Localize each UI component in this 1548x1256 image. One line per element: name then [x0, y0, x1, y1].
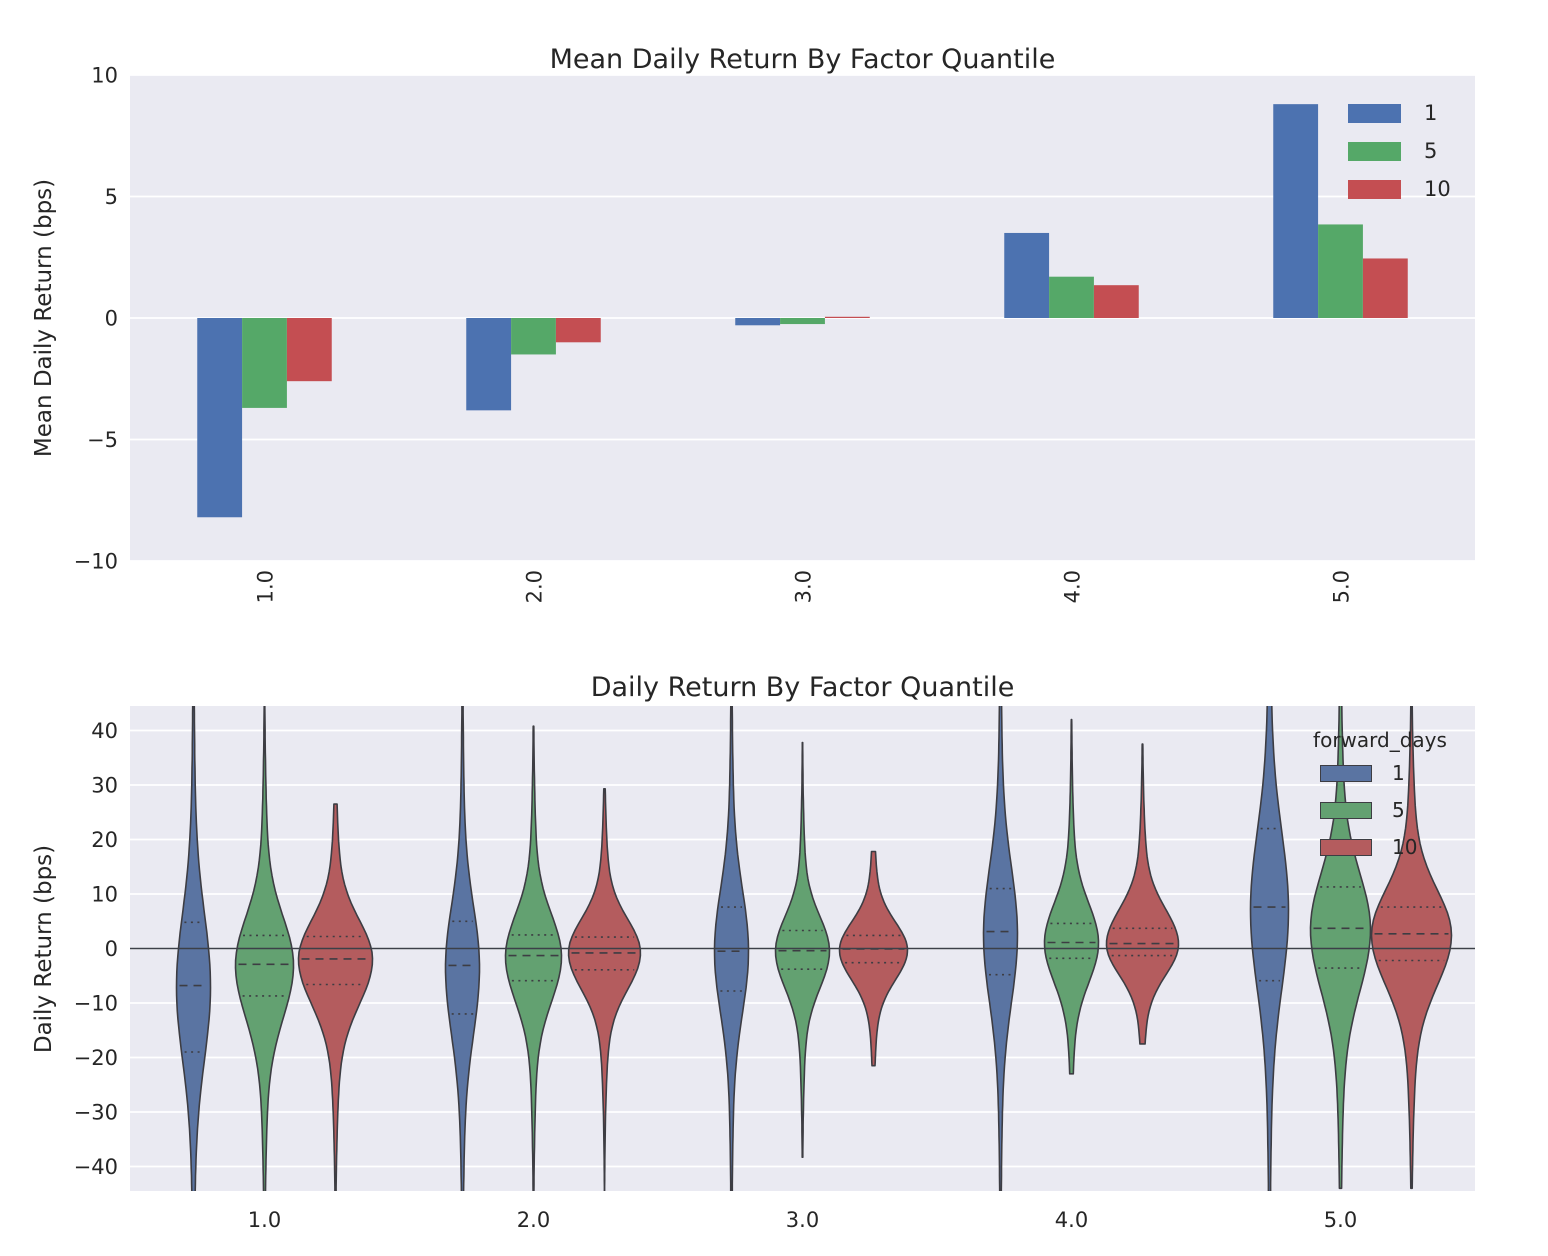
violin-chart-y-tick-label: 30: [91, 773, 118, 797]
legend-swatch-10: [1348, 180, 1401, 199]
bar-q1.0-fd5: [242, 318, 287, 408]
violin-chart-legend: forward_days 1 5 10: [1292, 728, 1468, 876]
legend-swatch-10: [1320, 839, 1372, 856]
bar-chart-x-tick-label: 4.0: [1061, 570, 1085, 603]
bar-chart-y-tick-label: 5: [105, 185, 118, 209]
bar-q5.0-fd5: [1318, 224, 1363, 318]
violin-chart-x-tick-label: 1.0: [248, 1208, 281, 1232]
legend-entry: 10: [1320, 835, 1468, 859]
bar-series-5: [242, 224, 1363, 408]
legend-title: forward_days: [1313, 728, 1447, 752]
violin-chart-y-tick-label: −40: [74, 1155, 118, 1179]
bar-q1.0-fd10: [286, 318, 332, 382]
violin-chart-y-tick-label: −10: [74, 991, 118, 1015]
legend-label: 10: [1424, 177, 1451, 201]
bar-q5.0-fd1: [1273, 104, 1319, 318]
bar-chart-y-tick-label: 0: [105, 306, 118, 330]
legend-entry: 5: [1348, 139, 1451, 163]
violin-q4.0-fd10: [1105, 743, 1180, 1045]
legend-label: 5: [1424, 139, 1438, 163]
bar-chart-ylabel: Mean Daily Return (bps): [31, 178, 57, 458]
violin-q5.0-fd5: [1309, 706, 1372, 1190]
legend-label: 1: [1424, 101, 1438, 125]
violin-chart-y-tick-label: 10: [91, 882, 118, 906]
legend-swatch-5: [1320, 802, 1372, 819]
legend-swatch-1: [1320, 765, 1372, 782]
bar-q2.0-fd1: [466, 318, 512, 411]
bar-q3.0-fd5: [780, 318, 825, 325]
violin-q1.0-fd10: [297, 803, 374, 1191]
violin-q2.0-fd5: [504, 725, 563, 1191]
bar-chart-x-tick-label: 5.0: [1330, 570, 1354, 603]
violin-series-10: [297, 706, 1453, 1191]
violin-chart-x-tick-label: 3.0: [786, 1208, 819, 1232]
violin-q3.0-fd5: [774, 741, 831, 1158]
bar-series-1: [197, 104, 1319, 518]
violin-chart-x-tick-label: 4.0: [1055, 1208, 1088, 1232]
bar-chart-x-tick-label: 3.0: [792, 570, 816, 603]
legend-label: 5: [1392, 798, 1405, 822]
bar-series-10: [286, 258, 1408, 382]
violin-chart-y-tick-label: 40: [91, 719, 118, 743]
violin-q3.0-fd10: [838, 850, 909, 1067]
violin-q2.0-fd10: [567, 788, 642, 1191]
violin-chart-y-tick-label: −20: [74, 1046, 118, 1070]
violin-chart-x-tick-label: 2.0: [517, 1208, 550, 1232]
bar-chart-x-tick-label: 2.0: [523, 570, 547, 603]
bar-q2.0-fd5: [511, 318, 556, 355]
violin-chart-y-tick-label: 0: [105, 937, 118, 961]
bar-q3.0-fd10: [824, 316, 870, 318]
legend-entry: 1: [1320, 761, 1468, 785]
legend-swatch-1: [1348, 104, 1401, 123]
bar-chart-y-tick-label: −10: [74, 549, 118, 573]
bar-q4.0-fd10: [1093, 285, 1139, 318]
violin-chart-x-tick-label: 5.0: [1324, 1208, 1357, 1232]
bar-q4.0-fd5: [1049, 276, 1094, 318]
legend-label: 1: [1392, 761, 1405, 785]
bar-chart-y-tick-label: −5: [87, 428, 118, 452]
violin-q5.0-fd10: [1370, 706, 1453, 1190]
bar-q1.0-fd1: [197, 318, 243, 518]
violin-chart-title: Daily Return By Factor Quantile: [590, 672, 1015, 703]
bar-q5.0-fd10: [1362, 258, 1408, 318]
violin-chart-y-tick-label: 20: [91, 828, 118, 852]
legend-entry: 5: [1320, 798, 1468, 822]
bar-chart-legend: 1 5 10: [1348, 101, 1451, 218]
violin-q4.0-fd5: [1043, 718, 1100, 1075]
bar-q4.0-fd1: [1004, 232, 1050, 318]
bar-chart-title: Mean Daily Return By Factor Quantile: [549, 44, 1056, 75]
violin-series-5: [234, 706, 1372, 1191]
legend-entry: 10: [1348, 177, 1451, 201]
legend-label: 10: [1392, 835, 1418, 859]
violin-chart-y-tick-label: −30: [74, 1100, 118, 1124]
bar-q3.0-fd1: [735, 318, 781, 326]
legend-entry: 1: [1348, 101, 1451, 125]
legend-swatch-5: [1348, 142, 1401, 161]
bar-q2.0-fd10: [555, 318, 601, 343]
violin-chart-ylabel: Daily Return (bps): [31, 844, 57, 1054]
bar-chart-x-tick-label: 1.0: [254, 570, 278, 603]
bar-chart-y-tick-label: 10: [91, 63, 118, 87]
